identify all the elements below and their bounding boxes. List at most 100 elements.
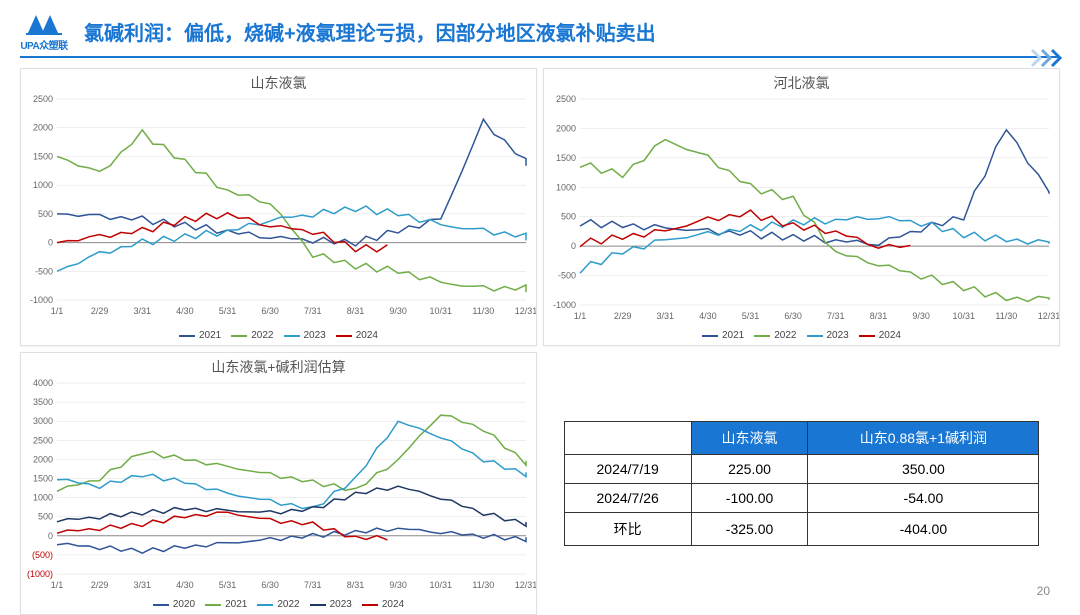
svg-text:5/31: 5/31	[219, 580, 237, 590]
svg-text:4/30: 4/30	[176, 580, 194, 590]
legend-swatch	[284, 335, 300, 337]
chart-legend: 2020 2021 2022 2023 2024	[21, 597, 536, 614]
legend-item: 2020	[153, 599, 195, 610]
svg-text:8/31: 8/31	[347, 580, 365, 590]
chart-hebei-lq: 河北液氯 -1000-500050010001500200025001/12/2…	[543, 68, 1060, 346]
legend-swatch	[153, 604, 169, 606]
svg-text:11/30: 11/30	[995, 311, 1017, 321]
legend-swatch	[179, 335, 195, 337]
svg-text:500: 500	[561, 212, 576, 222]
svg-text:1500: 1500	[33, 474, 53, 484]
svg-text:9/30: 9/30	[389, 580, 407, 590]
chart-canvas: (1000)(500)05001000150020002500300035004…	[21, 377, 536, 597]
svg-text:6/30: 6/30	[261, 306, 279, 316]
data-table: 山东液氯 山东0.88氯+1碱利润 2024/7/19 225.00 350.0…	[564, 421, 1040, 546]
legend-label: 2024	[879, 330, 901, 341]
svg-text:2500: 2500	[33, 94, 53, 104]
legend-item: 2024	[362, 599, 404, 610]
svg-text:11/30: 11/30	[472, 306, 494, 316]
svg-text:8/31: 8/31	[870, 311, 888, 321]
chart-canvas: -1000 -500 0 500 1000 1500 2000 2500 1/1 2/29 3/31…	[544, 93, 1059, 328]
table-cell: 225.00	[691, 455, 808, 484]
svg-text:2500: 2500	[33, 435, 53, 445]
svg-text:12/31: 12/31	[515, 306, 536, 316]
legend-swatch	[336, 335, 352, 337]
svg-text:10/31: 10/31	[429, 580, 452, 590]
data-table-wrap: 山东液氯 山东0.88氯+1碱利润 2024/7/19 225.00 350.0…	[543, 352, 1060, 615]
svg-text:11/30: 11/30	[472, 580, 494, 590]
legend-label: 2020	[173, 599, 195, 610]
svg-text:0: 0	[48, 238, 53, 248]
svg-text:1/1: 1/1	[51, 306, 64, 316]
legend-item: 2024	[336, 330, 378, 341]
chart-legend: 2021202220232024	[21, 328, 536, 345]
svg-text:500: 500	[38, 209, 53, 219]
legend-swatch	[205, 604, 221, 606]
legend-swatch	[362, 604, 378, 606]
legend-item: 2024	[859, 330, 901, 341]
legend-swatch	[257, 604, 273, 606]
legend-label: 2024	[382, 599, 404, 610]
chart-legend: 2021202220232024	[544, 328, 1059, 345]
legend-label: 2023	[330, 599, 352, 610]
table-cell: 350.00	[808, 455, 1039, 484]
svg-text:2/29: 2/29	[91, 306, 109, 316]
title-underline	[20, 56, 1060, 60]
table-row: 环比 -325.00 -404.00	[564, 513, 1039, 546]
svg-text:1000: 1000	[556, 182, 576, 192]
table-cell: 环比	[564, 513, 691, 546]
legend-label: 2023	[827, 330, 849, 341]
svg-text:2000: 2000	[556, 123, 576, 133]
legend-item: 2023	[310, 599, 352, 610]
svg-text:3/31: 3/31	[134, 306, 152, 316]
table-cell: -100.00	[691, 484, 808, 513]
svg-text:(1000): (1000)	[27, 569, 53, 579]
svg-text:0: 0	[48, 531, 53, 541]
svg-text:1/1: 1/1	[574, 311, 587, 321]
chart-title: 山东液氯+碱利润估算	[21, 353, 536, 377]
svg-text:3000: 3000	[33, 416, 53, 426]
table-cell: -404.00	[808, 513, 1039, 546]
svg-text:-500: -500	[558, 271, 576, 281]
legend-item: 2022	[257, 599, 299, 610]
legend-swatch	[231, 335, 247, 337]
legend-item: 2021	[702, 330, 744, 341]
table-header-row: 山东液氯 山东0.88氯+1碱利润	[564, 422, 1039, 455]
svg-text:-1000: -1000	[553, 300, 576, 310]
chart-profit-estimate: 山东液氯+碱利润估算 (1000)(500)050010001500200025…	[20, 352, 537, 615]
logo-icon	[24, 11, 64, 37]
svg-text:2500: 2500	[556, 94, 576, 104]
table-cell: -54.00	[808, 484, 1039, 513]
table-header-empty	[564, 422, 691, 455]
svg-text:12/31: 12/31	[515, 580, 536, 590]
chart-canvas: -1000-500050010001500200025001/12/293/31…	[21, 93, 536, 328]
svg-text:6/30: 6/30	[261, 580, 279, 590]
svg-text:9/30: 9/30	[912, 311, 930, 321]
logo: UPA众塑联	[14, 10, 74, 52]
table-row: 2024/7/19 225.00 350.00	[564, 455, 1039, 484]
legend-item: 2021	[205, 599, 247, 610]
svg-text:10/31: 10/31	[429, 306, 452, 316]
table-cell: 2024/7/19	[564, 455, 691, 484]
svg-text:3/31: 3/31	[134, 580, 152, 590]
svg-text:1000: 1000	[33, 180, 53, 190]
legend-swatch	[754, 335, 770, 337]
legend-item: 2023	[284, 330, 326, 341]
slide-body: 山东液氯 -1000 -500 0 500 1000 1500 2000 2500 1/1 2/2…	[0, 68, 1080, 588]
legend-item: 2021	[179, 330, 221, 341]
svg-text:0: 0	[571, 241, 576, 251]
svg-text:-1000: -1000	[30, 295, 53, 305]
chart-title: 山东液氯	[21, 69, 536, 93]
svg-text:3/31: 3/31	[657, 311, 675, 321]
svg-text:4000: 4000	[33, 378, 53, 388]
legend-label: 2023	[304, 330, 326, 341]
svg-text:-500: -500	[35, 266, 53, 276]
svg-text:9/30: 9/30	[389, 306, 407, 316]
legend-swatch	[859, 335, 875, 337]
svg-text:2/29: 2/29	[614, 311, 632, 321]
legend-label: 2024	[356, 330, 378, 341]
svg-text:2000: 2000	[33, 454, 53, 464]
svg-text:1500: 1500	[556, 153, 576, 163]
chevrons-icon	[1030, 48, 1080, 68]
svg-text:4/30: 4/30	[176, 306, 194, 316]
